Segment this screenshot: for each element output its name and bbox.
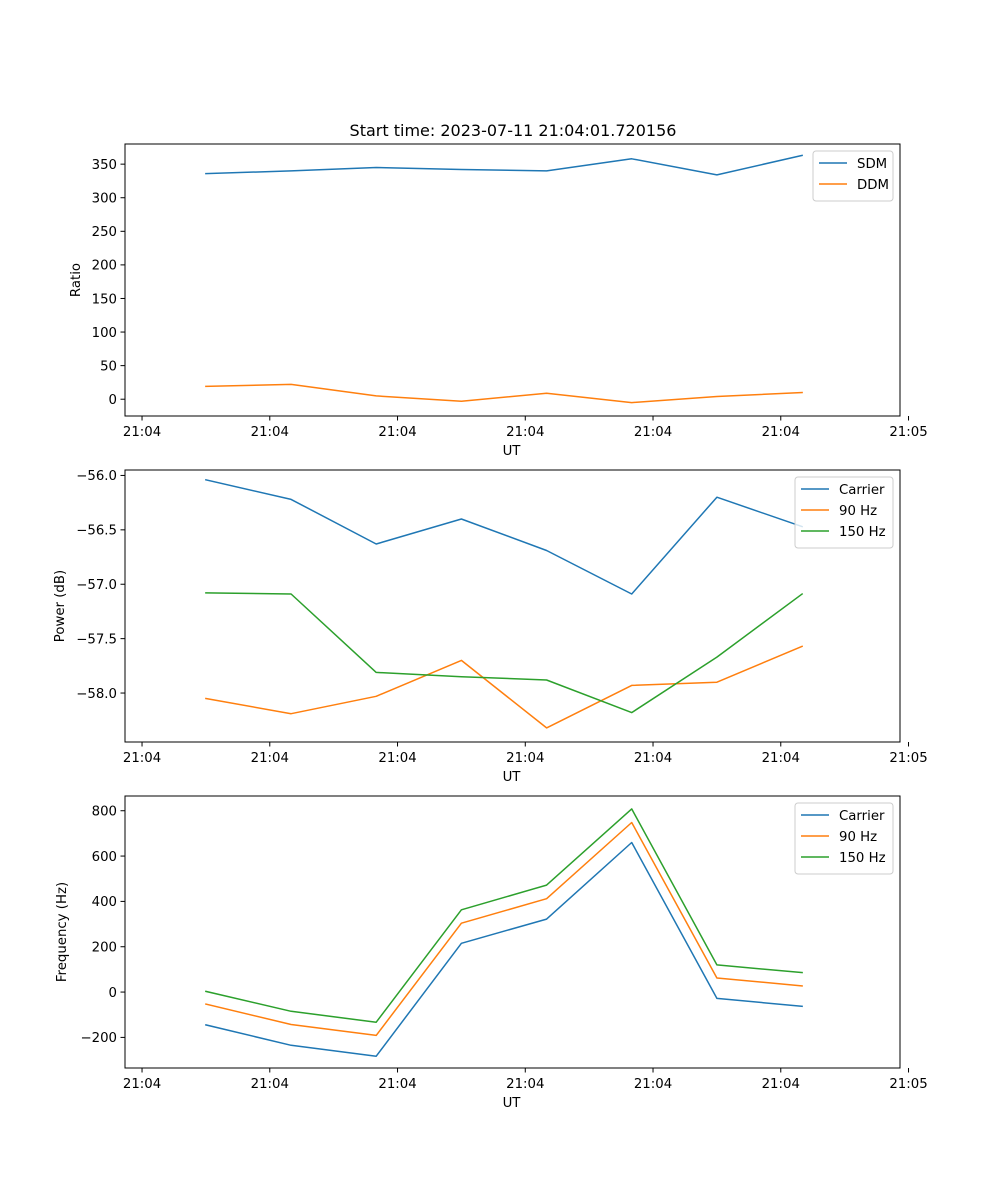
power-series	[205, 478, 804, 729]
ratio-y-tick-label: 200	[92, 259, 117, 274]
frequency-y-tick-label: −200	[80, 1031, 117, 1046]
ratio-x-tick-label: 21:04	[123, 425, 161, 440]
frequency-y-axis-label: Frequency (Hz)	[55, 882, 70, 982]
ratio-panel: 21:04 21:04 21:04 21:04 21:04 21:04 21:05 0 50 10…	[69, 143, 928, 459]
frequency-line-carrier	[204, 841, 803, 1057]
ratio-axes-frame	[124, 143, 901, 417]
ratio-y-tick-label: 350	[92, 158, 117, 173]
frequency-line-90-hz	[204, 821, 803, 1037]
frequency-x-tick-label: 21:04	[123, 1077, 161, 1092]
power-legend-label: 150 Hz	[839, 525, 886, 540]
power-panel: 21:04 21:04 21:04 21:04 21:04 21:04 21:05 −58.0…	[53, 469, 928, 785]
frequency-y-tick-label: 0	[109, 986, 117, 1001]
frequency-x-tick-label: 21:04	[634, 1077, 672, 1092]
ratio-y-tick-label: 50	[100, 359, 117, 374]
power-x-tick-label: 21:04	[378, 751, 416, 766]
ratio-x-axis-label: UT	[503, 444, 522, 459]
frequency-x-tick-label: 21:04	[506, 1077, 544, 1092]
frequency-legend-label: 90 Hz	[839, 830, 877, 845]
power-x-axis-label: UT	[503, 770, 522, 785]
power-axes-frame	[124, 469, 901, 743]
frequency-legend-label: 150 Hz	[839, 851, 886, 866]
ratio-x-tick-label: 21:04	[634, 425, 672, 440]
power-x-tick-label: 21:04	[634, 751, 672, 766]
ratio-series	[205, 154, 803, 404]
frequency-y-tick-label: 400	[92, 895, 117, 910]
ratio-line-sdm	[205, 154, 803, 176]
frequency-x-tick-label: 21:04	[251, 1077, 289, 1092]
ratio-x-tick-label: 21:04	[506, 425, 544, 440]
figure-title: Start time: 2023-07-11 21:04:01.720156	[350, 121, 677, 140]
power-y-tick-label: −56.0	[76, 469, 117, 484]
frequency-y-tick-label: 600	[92, 850, 117, 865]
power-x-tick-label: 21:04	[506, 751, 544, 766]
ratio-legend-label: SDM	[857, 157, 887, 172]
frequency-y-tick-label: 800	[92, 805, 117, 820]
ratio-y-tick-label: 250	[92, 225, 117, 240]
power-y-axis-label: Power (dB)	[53, 570, 68, 642]
power-x-tick-label: 21:04	[251, 751, 289, 766]
power-x-tick-label: 21:05	[889, 751, 927, 766]
frequency-y-tick-label: 200	[92, 941, 117, 956]
chart-panels: 21:04 21:04 21:04 21:04 21:04 21:04 21:05 0 50 10…	[53, 143, 928, 1111]
ratio-x-tick-label: 21:04	[762, 425, 800, 440]
power-line-90-hz	[205, 645, 804, 729]
power-x-tick-label: 21:04	[762, 751, 800, 766]
frequency-axes-frame	[124, 795, 901, 1069]
power-y-tick-label: −58.0	[76, 687, 117, 702]
ratio-x-tick-label: 21:05	[889, 425, 927, 440]
power-y-tick-label: −56.5	[76, 524, 117, 539]
ratio-y-tick-label: 100	[92, 326, 117, 341]
ratio-y-axis-label: Ratio	[69, 263, 84, 297]
ratio-line-ddm	[205, 383, 803, 404]
power-legend-label: Carrier	[839, 483, 885, 498]
frequency-legend: Carrier 90 Hz 150 Hz	[794, 802, 894, 875]
power-line-150-hz	[205, 592, 804, 714]
power-y-tick-label: −57.5	[76, 632, 117, 647]
frequency-x-tick-label: 21:04	[762, 1077, 800, 1092]
ratio-y-tick-label: 150	[92, 292, 117, 307]
power-legend-label: 90 Hz	[839, 504, 877, 519]
frequency-legend-label: Carrier	[839, 809, 885, 824]
ratio-x-tick-label: 21:04	[251, 425, 289, 440]
frequency-x-axis-label: UT	[503, 1096, 522, 1111]
ratio-legend: SDM DDM	[812, 150, 894, 202]
ratio-x-tick-label: 21:04	[378, 425, 416, 440]
power-line-carrier	[205, 478, 804, 595]
frequency-panel: 21:04 21:04 21:04 21:04 21:04 21:04 21:05 −200 0…	[55, 795, 928, 1111]
power-y-tick-label: −57.0	[76, 578, 117, 593]
power-x-tick-label: 21:04	[123, 751, 161, 766]
ratio-legend-label: DDM	[857, 178, 889, 193]
ratio-y-tick-label: 0	[109, 393, 117, 408]
frequency-series	[204, 808, 803, 1057]
frequency-x-tick-label: 21:04	[378, 1077, 416, 1092]
ratio-y-tick-label: 300	[92, 192, 117, 207]
frequency-line-150-hz	[204, 808, 803, 1023]
frequency-x-tick-label: 21:05	[889, 1077, 927, 1092]
power-legend: Carrier 90 Hz 150 Hz	[794, 476, 894, 549]
